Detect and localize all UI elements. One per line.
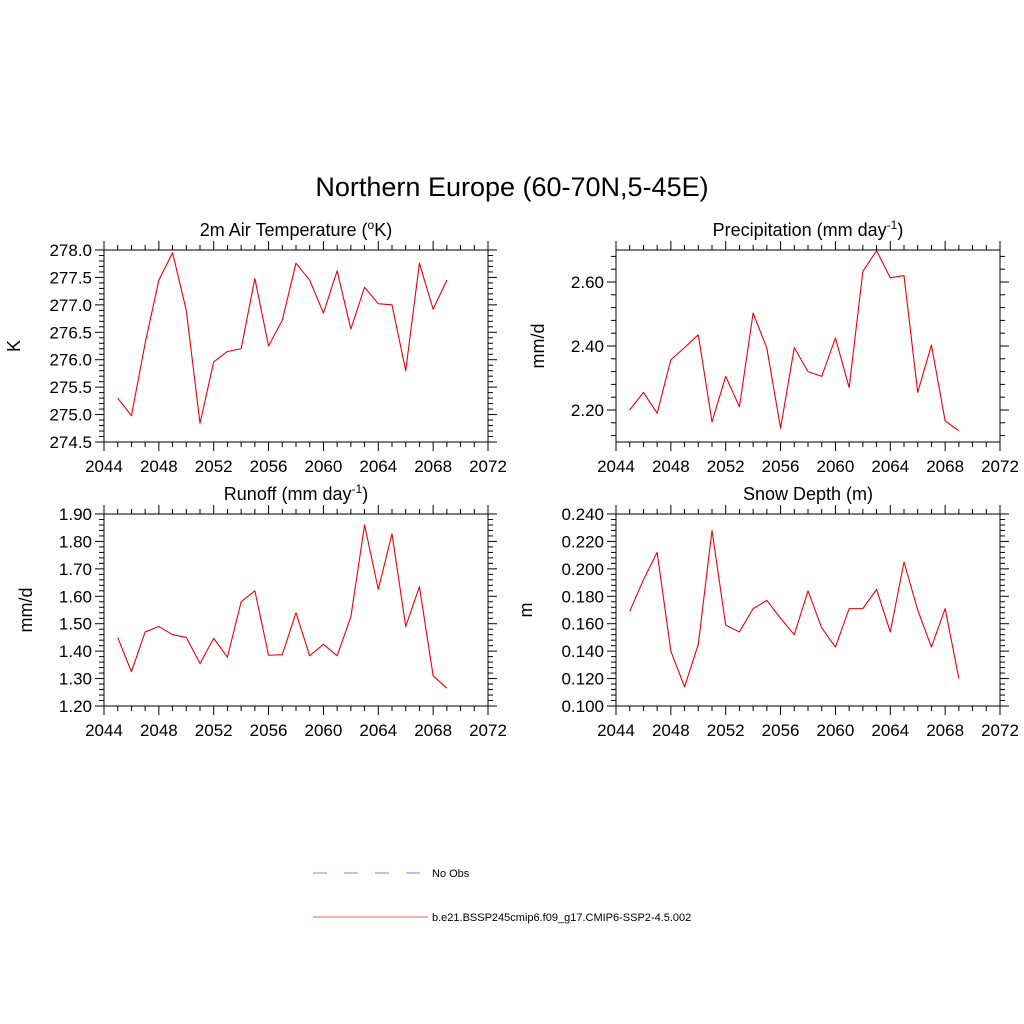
- air-temperature-ytick-label: 277.0: [49, 296, 92, 315]
- air-temperature-ytick-label: 274.5: [49, 433, 92, 452]
- runoff-title-main: Runoff (mm day: [224, 484, 352, 504]
- air-temperature-xtick-label: 2048: [140, 457, 178, 476]
- runoff-title-sup: -1: [352, 482, 363, 496]
- snow-depth-title: Snow Depth (m): [743, 484, 873, 504]
- runoff-ylabel: mm/d: [16, 588, 36, 633]
- runoff-xtick-label: 2068: [414, 721, 452, 740]
- runoff-ytick-label: 1.90: [59, 505, 92, 524]
- snow-depth-xtick-label: 2060: [817, 721, 855, 740]
- figure-title: Northern Europe (60-70N,5-45E): [315, 172, 708, 202]
- precipitation-title-main: Precipitation (mm day: [713, 220, 887, 240]
- precipitation-plot-frame: [615, 249, 1001, 443]
- snow-depth-ytick-label: 0.220: [561, 532, 604, 551]
- panels-group: 2m Air Temperature (oK)2044 2048 2052 2056 2…: [4, 218, 1019, 740]
- snow-depth-ytick-label: 0.140: [561, 642, 604, 661]
- runoff-panel: Runoff (mm day-1) 2044 2048 2052 2056 2060 206…: [16, 482, 507, 740]
- runoff-ytick-label: 1.40: [59, 642, 92, 661]
- precipitation-xtick-label: 2048: [652, 457, 690, 476]
- snow-depth-title-main: Snow Depth (m): [743, 484, 873, 504]
- air-temperature-series-line: [117, 252, 448, 424]
- air-temperature-ytick-label: 278.0: [49, 241, 92, 260]
- legend-obs-label: No Obs: [432, 868, 470, 880]
- precipitation-ytick-label: 2.20: [571, 401, 604, 420]
- air-temperature-title-sup: o: [368, 218, 375, 232]
- precipitation-xtick-label: 2060: [817, 457, 855, 476]
- air-temperature-ylabel: K: [4, 340, 24, 352]
- air-temperature-title-tail: K): [374, 220, 392, 240]
- air-temperature-xtick-label: 2064: [359, 457, 397, 476]
- runoff-ytick-label: 1.70: [59, 560, 92, 579]
- air-temperature-ytick-label: 277.5: [49, 268, 92, 287]
- precipitation-xtick-label: 2068: [926, 457, 964, 476]
- air-temperature-xtick-label: 2060: [305, 457, 343, 476]
- runoff-ytick-label: 1.20: [59, 697, 92, 716]
- precipitation-series-line: [629, 250, 960, 432]
- precipitation-xtick-label: 2052: [707, 457, 745, 476]
- snow-depth-xtick-label: 2056: [762, 721, 800, 740]
- air-temperature-title-main: 2m Air Temperature (: [200, 220, 368, 240]
- legend: No Obs b.e21.BSSP245cmip6.f09_g17.CMIP6-…: [313, 868, 691, 924]
- snow-depth-xtick-label: 2052: [707, 721, 745, 740]
- snow-depth-plot-frame: [615, 513, 1001, 707]
- air-temperature-ytick-label: 276.5: [49, 323, 92, 342]
- precipitation-title-tail: ): [897, 220, 903, 240]
- snow-depth-ylabel: m: [516, 603, 536, 618]
- precipitation-panel: Precipitation (mm day-1) 2044 2048 2052 2056…: [528, 218, 1019, 476]
- precipitation-title: Precipitation (mm day-1): [713, 218, 904, 240]
- runoff-xtick-label: 2052: [195, 721, 233, 740]
- snow-depth-panel: Snow Depth (m) 2044 2048 2052 2056 2060 2064 20…: [516, 484, 1019, 740]
- snow-depth-series-line: [629, 529, 960, 688]
- runoff-ytick-label: 1.80: [59, 532, 92, 551]
- precipitation-title-sup: -1: [887, 218, 898, 232]
- snow-depth-ytick-label: 0.120: [561, 670, 604, 689]
- air-temperature-ytick-label: 276.0: [49, 351, 92, 370]
- air-temperature-xtick-label: 2044: [85, 457, 123, 476]
- precipitation-xtick-label: 2072: [981, 457, 1019, 476]
- runoff-xtick-label: 2044: [85, 721, 123, 740]
- air-temperature-ytick-label: 275.5: [49, 378, 92, 397]
- air-temperature-xtick-label: 2072: [469, 457, 507, 476]
- precipitation-xtick-label: 2056: [762, 457, 800, 476]
- precipitation-ytick-label: 2.40: [571, 337, 604, 356]
- precipitation-ytick-label: 2.60: [571, 273, 604, 292]
- runoff-plot-frame: [103, 513, 489, 707]
- runoff-xtick-label: 2048: [140, 721, 178, 740]
- runoff-ytick-label: 1.50: [59, 615, 92, 634]
- air-temperature-xtick-label: 2052: [195, 457, 233, 476]
- runoff-ytick-label: 1.30: [59, 670, 92, 689]
- runoff-xtick-label: 2064: [359, 721, 397, 740]
- snow-depth-xtick-label: 2068: [926, 721, 964, 740]
- snow-depth-ytick-label: 0.180: [561, 587, 604, 606]
- precipitation-ylabel: mm/d: [528, 324, 548, 369]
- runoff-xtick-label: 2056: [250, 721, 288, 740]
- snow-depth-ytick-label: 0.160: [561, 615, 604, 634]
- air-temperature-title: 2m Air Temperature (oK): [200, 218, 392, 240]
- precipitation-xtick-label: 2044: [597, 457, 635, 476]
- snow-depth-xtick-label: 2072: [981, 721, 1019, 740]
- snow-depth-ytick-label: 0.200: [561, 560, 604, 579]
- precipitation-xtick-label: 2064: [871, 457, 909, 476]
- snow-depth-ytick-label: 0.240: [561, 505, 604, 524]
- snow-depth-xtick-label: 2044: [597, 721, 635, 740]
- runoff-title: Runoff (mm day-1): [224, 482, 368, 504]
- snow-depth-xtick-label: 2064: [871, 721, 909, 740]
- runoff-title-tail: ): [362, 484, 368, 504]
- air-temperature-xtick-label: 2056: [250, 457, 288, 476]
- air-temperature-xtick-label: 2068: [414, 457, 452, 476]
- runoff-ytick-label: 1.60: [59, 587, 92, 606]
- air-temperature-panel: 2m Air Temperature (oK) 2044 2048 2052 2056 2…: [4, 218, 507, 476]
- snow-depth-ytick-label: 0.100: [561, 697, 604, 716]
- snow-depth-xtick-label: 2048: [652, 721, 690, 740]
- runoff-xtick-label: 2072: [469, 721, 507, 740]
- air-temperature-plot-frame: [103, 249, 489, 443]
- runoff-xtick-label: 2060: [305, 721, 343, 740]
- legend-model-label: b.e21.BSSP245cmip6.f09_g17.CMIP6-SSP2-4.…: [432, 912, 691, 924]
- runoff-series-line: [117, 524, 448, 689]
- air-temperature-ytick-label: 275.0: [49, 406, 92, 425]
